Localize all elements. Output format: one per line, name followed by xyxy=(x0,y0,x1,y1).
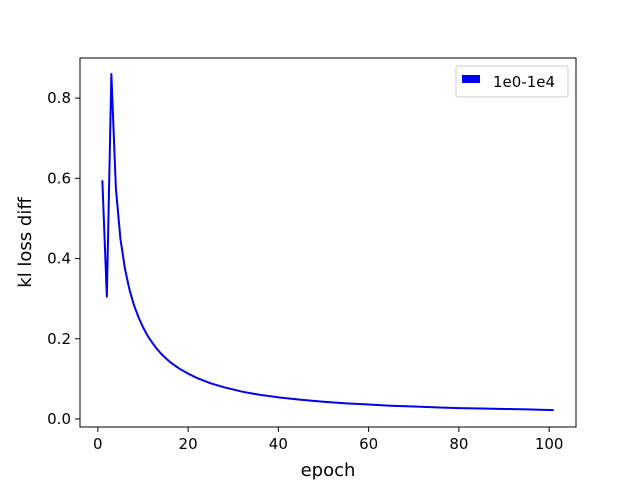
y-tick-label: 0.8 xyxy=(47,89,71,107)
x-tick-label: 100 xyxy=(535,435,564,453)
x-tick-label: 40 xyxy=(269,435,288,453)
x-tick-label: 0 xyxy=(93,435,103,453)
x-tick-label: 60 xyxy=(359,435,378,453)
y-tick-label: 0.4 xyxy=(47,250,71,268)
x-axis-ticks: 0 20 40 60 80 100 xyxy=(93,427,563,453)
series-line-0 xyxy=(101,73,554,412)
legend-label: 1e0-1e4 xyxy=(493,73,555,91)
y-tick-label: 0.2 xyxy=(47,330,71,348)
y-tick-label: 0.6 xyxy=(47,169,71,187)
plot-area xyxy=(79,57,577,428)
legend: 1e0-1e4 xyxy=(455,65,569,98)
x-tick-label: 20 xyxy=(179,435,198,453)
x-tick-label: 80 xyxy=(449,435,468,453)
legend-swatch xyxy=(462,75,480,83)
y-tick-label: 0.0 xyxy=(47,410,71,428)
series-layer xyxy=(101,73,554,412)
legend-box xyxy=(455,65,569,98)
y-axis-ticks: 0.0 0.2 0.4 0.6 0.8 xyxy=(47,89,80,428)
x-axis-label: epoch xyxy=(301,460,356,480)
y-axis-label: kl loss diff xyxy=(15,197,36,288)
